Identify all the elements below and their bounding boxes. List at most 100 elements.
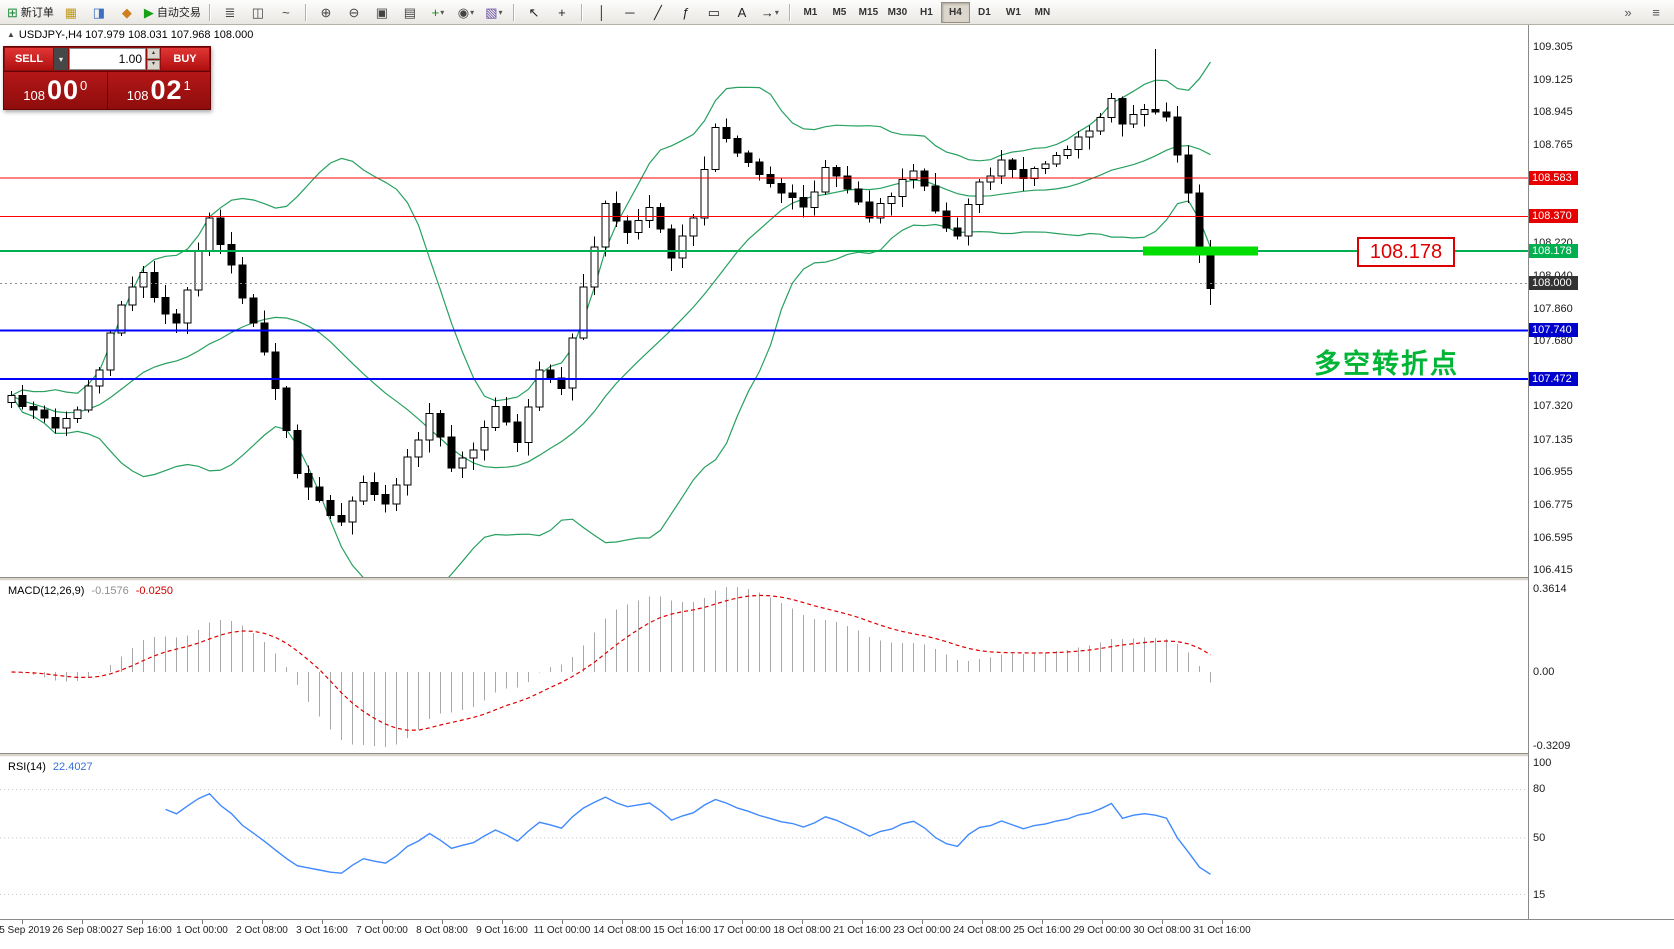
menu-button[interactable]: ≡ <box>1642 1 1670 23</box>
alerts-button[interactable]: ◆ <box>113 1 141 23</box>
time-axis-label: 29 Oct 00:00 <box>1073 925 1131 936</box>
indicators-button[interactable]: + ▾ <box>424 1 452 23</box>
tf-button-w1[interactable]: W1 <box>1005 6 1021 18</box>
price-axis-tick: 109.305 <box>1533 41 1573 54</box>
trendline-button[interactable]: ╱ <box>644 1 672 23</box>
sell-dropdown-icon[interactable]: ▾ <box>54 48 68 70</box>
time-axis-tick <box>1162 920 1163 924</box>
time-axis-label: 24 Oct 08:00 <box>953 925 1011 936</box>
line-chart-button[interactable]: ~ <box>272 1 300 23</box>
time-axis-tick <box>1102 920 1103 924</box>
autotrade-button[interactable]: ▶ 自动交易 <box>141 1 204 23</box>
cursor-button[interactable]: ↖ <box>520 1 548 23</box>
vertical-line-button[interactable]: │ <box>588 1 616 23</box>
buy-price-sup: 1 <box>183 77 191 93</box>
time-axis-label: 15 Oct 16:00 <box>653 925 711 936</box>
tf-button-m15[interactable]: M15 <box>858 6 879 18</box>
fibonacci-button[interactable]: ƒ <box>672 1 700 23</box>
price-axis-badge: 108.000 <box>1529 276 1578 291</box>
volume-down-button[interactable]: ▾ <box>147 59 160 70</box>
macd-scale-top: 0.3614 <box>1533 583 1567 595</box>
horizontal-line-button[interactable]: ─ <box>616 1 644 23</box>
sell-button[interactable]: SELL <box>5 48 53 70</box>
crosshair-button[interactable]: + <box>548 1 576 23</box>
candlestick-chart-button[interactable]: ◫ <box>244 1 272 23</box>
time-axis-label: 9 Oct 16:00 <box>476 925 528 936</box>
sell-price-button[interactable]: 108 00 0 <box>4 72 108 109</box>
toolbar-overflow-button[interactable]: » <box>1614 1 1642 23</box>
macd-signal-value: -0.0250 <box>135 585 174 597</box>
toolbar-separator <box>580 3 583 21</box>
time-axis-tick <box>742 920 743 924</box>
cascade-windows-button[interactable]: ▤ <box>396 1 424 23</box>
chart-title: ▲ USDJPY-,H4 107.979 108.031 107.968 108.… <box>7 29 253 41</box>
price-axis-badge: 108.370 <box>1529 209 1578 224</box>
templates-button[interactable]: ▧ ▾ <box>480 1 508 23</box>
volume-input[interactable] <box>69 48 146 70</box>
volume-up-button[interactable]: ▴ <box>147 48 160 59</box>
tile-windows-icon: ▣ <box>375 4 389 20</box>
time-axis-tick <box>82 920 83 924</box>
volume-stepper: ▴ ▾ <box>147 48 160 70</box>
buy-price-button[interactable]: 108 02 1 <box>107 72 210 109</box>
chart-plot[interactable] <box>0 25 1674 577</box>
time-axis-label: 25 Oct 16:00 <box>1013 925 1071 936</box>
tf-button-d1[interactable]: D1 <box>978 6 991 18</box>
turning-point-annotation[interactable]: 多空转折点 <box>1314 349 1459 379</box>
chart-window-icon: ▦ <box>64 4 78 20</box>
time-axis-label: 11 Oct 00:00 <box>533 925 591 936</box>
buy-button[interactable]: BUY <box>161 48 209 70</box>
zoom-out-button[interactable]: ⊖ <box>340 1 368 23</box>
price-axis-tick: 106.595 <box>1533 531 1573 544</box>
panel-splitter[interactable] <box>0 577 1674 581</box>
horizontal-line-icon: ─ <box>625 4 635 20</box>
bar-chart-icon: ≣ <box>224 4 236 20</box>
trade-panel-controls: SELL ▾ ▴ ▾ BUY <box>4 47 210 71</box>
tile-windows-button[interactable]: ▣ <box>368 1 396 23</box>
collapse-icon[interactable]: ▲ <box>7 30 15 39</box>
bar-chart-button[interactable]: ≣ <box>216 1 244 23</box>
chevron-down-icon: ▾ <box>498 7 503 17</box>
price-axis-badge: 108.583 <box>1529 170 1578 185</box>
macd-plot[interactable] <box>0 581 1674 753</box>
fibonacci-icon: ƒ <box>682 4 690 20</box>
tf-button-m5[interactable]: M5 <box>832 6 847 18</box>
tf-button-m30[interactable]: M30 <box>887 6 908 18</box>
new-order-button[interactable]: ⊞ 新订单 <box>4 1 57 23</box>
text-label-button[interactable]: A <box>728 1 756 23</box>
profiles-button[interactable]: ◨ <box>85 1 113 23</box>
tf-button-m1[interactable]: M1 <box>803 6 818 18</box>
zoom-in-icon: ⊕ <box>320 4 332 20</box>
buy-price-base: 108 <box>126 87 149 103</box>
time-axis-label: 8 Oct 08:00 <box>416 925 468 936</box>
time-axis-label: 3 Oct 16:00 <box>296 925 348 936</box>
cursor-icon: ↖ <box>528 4 540 20</box>
tf-button-h1[interactable]: H1 <box>920 6 933 18</box>
periods-button[interactable]: ◉ ▾ <box>452 1 480 23</box>
zoom-in-button[interactable]: ⊕ <box>312 1 340 23</box>
crosshair-icon: + <box>558 4 566 20</box>
toolbar-separator <box>788 3 791 21</box>
chart-window-button[interactable]: ▦ <box>57 1 85 23</box>
time-axis-tick <box>382 920 383 924</box>
time-axis-tick <box>22 920 23 924</box>
tf-button-h4[interactable]: H4 <box>940 1 970 23</box>
panel-splitter[interactable] <box>0 753 1674 757</box>
price-axis-tick: 107.135 <box>1533 433 1573 446</box>
arrow-tools-button[interactable]: → ▾ <box>756 1 784 23</box>
chevron-down-icon: ▾ <box>470 7 475 17</box>
time-axis-tick <box>322 920 323 924</box>
tf-button-mn[interactable]: MN <box>1034 6 1051 18</box>
time-axis-tick <box>442 920 443 924</box>
time-axis-tick <box>922 920 923 924</box>
chevron-down-icon: ▾ <box>774 7 779 17</box>
time-axis[interactable] <box>0 919 1674 949</box>
rsi-plot[interactable] <box>0 757 1674 919</box>
rsi-scale-label: 15 <box>1533 888 1546 901</box>
time-axis-label: 2 Oct 08:00 <box>236 925 288 936</box>
shapes-button[interactable]: ▭ <box>700 1 728 23</box>
price-callout-label[interactable]: 108.178 <box>1357 237 1455 267</box>
time-axis-tick <box>1042 920 1043 924</box>
trade-panel-prices: 108 00 0 108 02 1 <box>4 71 210 109</box>
